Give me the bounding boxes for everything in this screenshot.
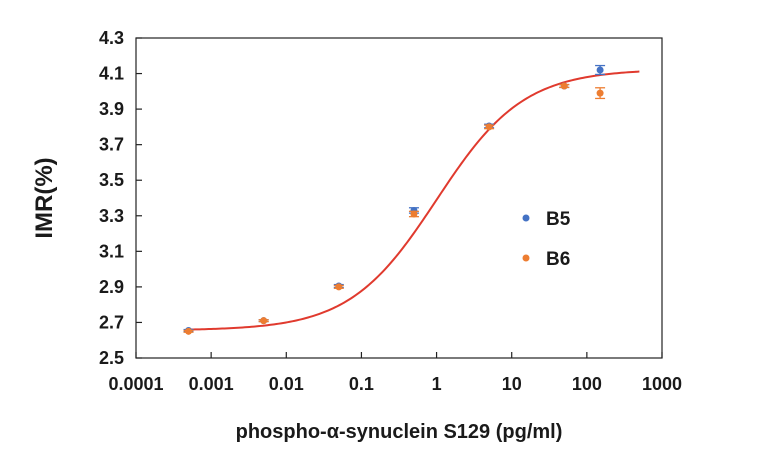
marker-b6 [410,210,418,218]
x-axis-ticks: 0.0001 0.001 0.01 0.1 1 10 100 1000 [108,352,682,394]
y-tick-label: 2.9 [99,277,124,297]
marker-b6 [485,123,493,131]
data-point-b6 [333,283,344,291]
y-tick-label: 3.5 [99,170,124,190]
marker-b5 [596,66,604,74]
x-tick-label: 1000 [642,374,682,394]
marker-b6 [260,317,268,325]
y-tick-label: 3.3 [99,206,124,226]
y-tick-label: 2.5 [99,348,124,368]
data-point-b6 [559,82,570,90]
y-tick-label: 4.3 [99,28,124,48]
y-tick-label: 3.9 [99,99,124,119]
data-point-b6 [408,210,419,218]
x-tick-label: 1 [432,374,442,394]
data-point-b6 [258,317,269,325]
y-tick-label: 2.7 [99,312,124,332]
x-tick-label: 10 [502,374,522,394]
x-axis-title: phospho-α-synuclein S129 (pg/ml) [236,421,563,443]
x-tick-label: 0.0001 [108,374,163,394]
marker-b6 [596,89,604,97]
legend-label-b5: B5 [546,209,571,230]
y-tick-label: 3.7 [99,135,124,155]
marker-b6 [560,82,568,90]
marker-b6 [185,327,193,335]
x-tick-label: 0.1 [349,374,374,394]
y-tick-label: 3.1 [99,241,124,261]
legend-entry-b5: B5 [522,209,571,230]
marker-b6 [335,283,343,291]
y-axis-ticks: 2.5 2.7 2.9 3.1 3.3 3.5 3.7 3.9 4.1 4.3 [99,28,142,368]
legend: B5 B6 [522,209,571,270]
data-point-b6 [484,123,495,131]
plot-area-frame [135,37,663,359]
x-tick-label: 100 [572,374,602,394]
x-tick-label: 0.01 [269,374,304,394]
y-axis-title: IMR(%) [31,157,58,238]
data-point-b5 [595,64,606,76]
legend-marker-b6 [522,254,530,262]
data-point-b6 [595,87,606,100]
y-tick-label: 4.1 [99,64,124,84]
data-markers [183,64,606,335]
legend-marker-b5 [522,214,530,222]
data-point-b6 [183,327,194,335]
x-tick-label: 0.001 [189,374,234,394]
fit-curve [188,70,640,331]
legend-label-b6: B6 [546,249,570,270]
legend-entry-b6: B6 [522,249,570,270]
